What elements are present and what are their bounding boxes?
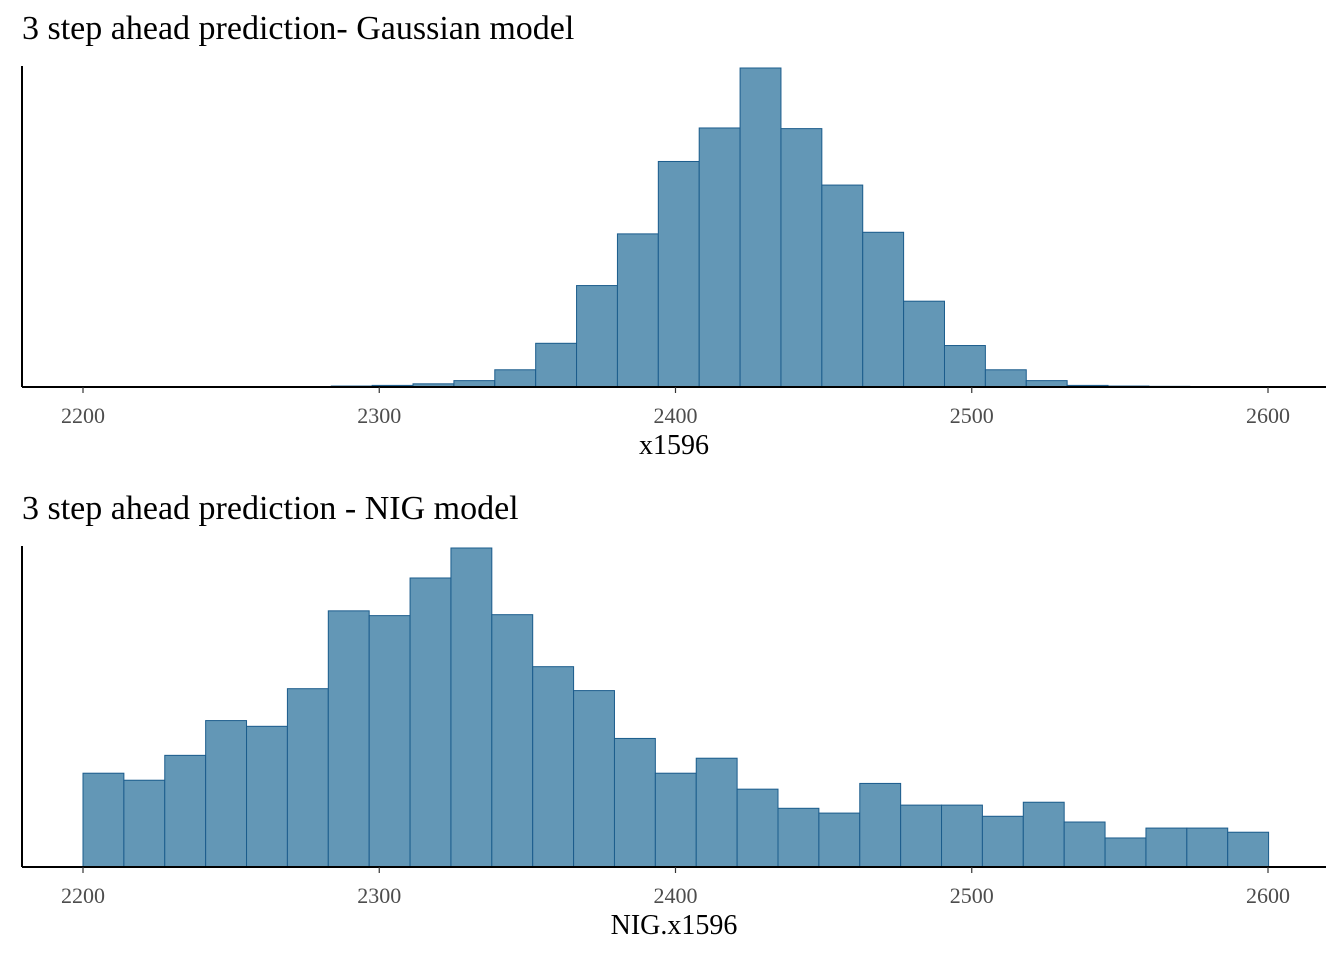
histogram-bar bbox=[450, 547, 493, 868]
histogram-bar bbox=[123, 779, 166, 868]
histogram-bar bbox=[1022, 801, 1065, 868]
histogram-bar bbox=[944, 345, 986, 388]
x-axis-label: NIG.x1596 bbox=[610, 910, 738, 941]
histogram-bar bbox=[736, 788, 779, 868]
histogram-bar bbox=[900, 804, 943, 868]
histogram-bar bbox=[780, 128, 823, 388]
histogram-bar bbox=[695, 757, 738, 868]
histogram-bar bbox=[205, 720, 248, 868]
histogram-bar bbox=[941, 804, 983, 868]
histogram-bar bbox=[494, 369, 537, 388]
histogram-bar bbox=[576, 285, 618, 388]
x-tick-label: 2300 bbox=[357, 403, 401, 428]
histogram-gaussian: 2200 2300 2400 2500 2600 bbox=[21, 66, 1326, 428]
chart-title: 3 step ahead prediction - NIG model bbox=[22, 490, 519, 527]
x-axis-label: x1596 bbox=[639, 430, 709, 461]
histogram-bar bbox=[286, 688, 329, 868]
histogram-bar bbox=[698, 127, 741, 388]
histogram-bar bbox=[409, 577, 452, 868]
histogram-bar bbox=[984, 369, 1027, 388]
histogram-bar bbox=[532, 666, 575, 868]
x-tick-label: 2200 bbox=[61, 883, 105, 908]
x-tick-label: 2600 bbox=[1246, 883, 1290, 908]
histogram-bar bbox=[535, 342, 578, 388]
chart-panel-gaussian: 3 step ahead prediction- Gaussian model … bbox=[21, 10, 1326, 461]
histogram-bar bbox=[654, 772, 697, 868]
histogram-bar bbox=[821, 184, 864, 388]
histogram-bar bbox=[1104, 837, 1147, 868]
histogram-bar bbox=[613, 737, 656, 868]
histogram-bar bbox=[164, 754, 207, 868]
x-tick-label: 2300 bbox=[357, 883, 401, 908]
x-tick-label: 2600 bbox=[1246, 403, 1290, 428]
histogram-bar bbox=[327, 610, 370, 868]
histogram-bar bbox=[491, 614, 534, 868]
histogram-bar bbox=[1145, 827, 1188, 868]
histogram-bar bbox=[1186, 827, 1229, 868]
histogram-bar bbox=[573, 690, 615, 868]
histogram-bar bbox=[903, 300, 945, 388]
histogram-bar bbox=[862, 231, 905, 388]
histogram-bar bbox=[777, 807, 820, 868]
histogram-bar bbox=[368, 615, 411, 868]
histogram-bar bbox=[739, 67, 782, 388]
histogram-bar bbox=[657, 160, 700, 388]
x-tick-label: 2400 bbox=[654, 403, 698, 428]
chart-panel-nig: 3 step ahead prediction - NIG model 2200… bbox=[0, 480, 1344, 960]
chart-title: 3 step ahead prediction- Gaussian model bbox=[22, 10, 575, 47]
x-tick-label: 2500 bbox=[950, 883, 994, 908]
histogram-bar bbox=[82, 772, 125, 868]
x-tick-label: 2400 bbox=[654, 883, 698, 908]
histogram-bar bbox=[981, 815, 1024, 868]
histogram-bar bbox=[859, 782, 902, 868]
histogram-bar bbox=[1063, 821, 1106, 868]
histogram-bar bbox=[1227, 831, 1270, 868]
histogram-bar bbox=[246, 725, 288, 868]
x-tick-label: 2500 bbox=[950, 403, 994, 428]
x-tick-label: 2200 bbox=[61, 403, 105, 428]
histogram-bar bbox=[616, 233, 659, 388]
histogram-bar bbox=[818, 812, 861, 868]
histogram-nig: 2200 2300 2400 2500 2600 bbox=[21, 546, 1326, 908]
